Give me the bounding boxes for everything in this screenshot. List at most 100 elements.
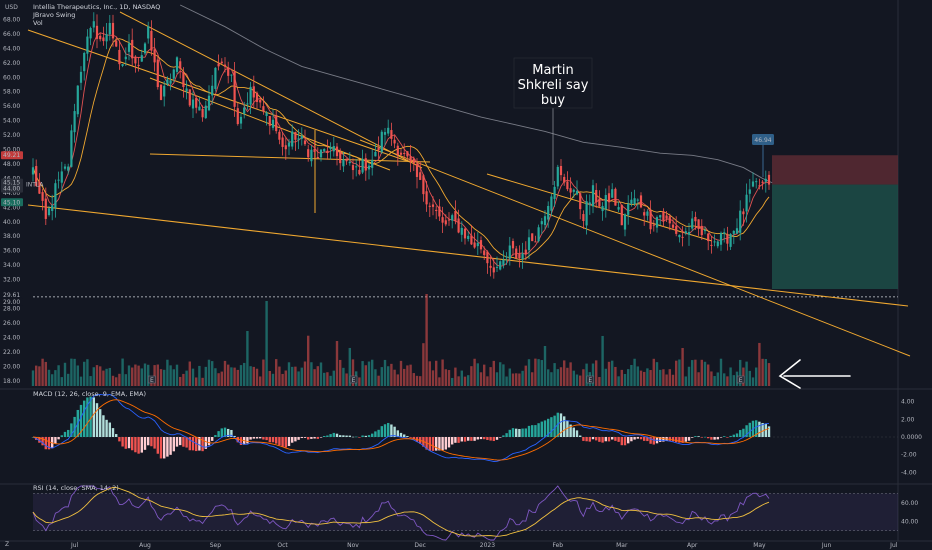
macd-histogram-bar [124,437,127,449]
event-marker [736,375,745,384]
tag-pos-top: 49.21 [3,152,20,159]
macd-histogram-bar [259,437,262,439]
macd-histogram-bar [371,433,374,437]
candle-body [713,241,716,243]
volume-bar [291,366,294,386]
candle-body [207,95,211,111]
macd-histogram-bar [502,435,505,437]
volume-bar [585,363,588,386]
candle-body [412,158,415,164]
candle-body [569,188,572,193]
macd-histogram-bar [390,424,393,437]
macd-histogram-bar [492,437,495,442]
volume-bar [444,369,447,386]
volume-bar [121,358,124,386]
vol-label: Vol [33,19,43,27]
candle-body [185,88,188,92]
volume-bar [115,377,118,386]
volume-bar [387,366,390,386]
macd-histogram-bar [601,437,604,443]
candle-body [111,22,115,39]
volume-bar [457,376,460,386]
macd-histogram-bar [726,437,729,438]
candle-body [239,116,243,124]
candle-body [639,195,643,208]
price-tick-label: 18.00 [3,378,20,385]
volume-bar [646,368,649,386]
candle-body [278,131,281,140]
macd-histogram-bar [134,437,137,453]
candle-body [668,216,671,224]
macd-histogram-bar [105,419,108,437]
macd-histogram-bar [57,437,60,440]
candle-body [31,167,35,175]
macd-histogram-bar [617,437,620,442]
candle-body [233,70,236,107]
volume-bar [230,367,233,386]
macd-histogram-bar [441,437,444,451]
candle-body [153,49,156,63]
candle-body [121,64,124,66]
candle-body [627,203,630,215]
time-tick-label: Oct [277,542,288,549]
time-tick-label: Dec [414,542,426,549]
macd-histogram-bar [339,435,342,437]
candle-body [179,61,182,69]
volume-bar [566,367,569,386]
price-tick-label: 36.00 [3,248,20,255]
macd-histogram-bar [140,437,143,453]
candle-body [156,59,159,88]
candle-body [652,224,655,226]
candle-body [563,176,566,183]
candle-body [710,244,713,246]
candle-body [575,190,579,195]
candle-body [662,211,665,221]
macd-tick-label: 0.0000 [901,434,922,441]
candle-body [399,152,403,155]
volume-bar [364,365,367,386]
volume-bar [249,366,252,386]
macd-histogram-bar [150,437,153,447]
volume-bar [316,366,319,386]
candle-body [86,36,89,54]
macd-histogram-bar [431,437,435,451]
volume-bar [342,367,345,386]
macd-histogram-bar [678,437,681,443]
macd-histogram-bar [275,437,278,444]
macd-histogram-bar [137,437,140,454]
candle-body [588,202,591,205]
position-zones[interactable] [33,155,898,298]
macd-histogram-bar [396,430,399,437]
corner-label[interactable]: Z [5,541,9,548]
macd-histogram-bar [403,434,406,437]
macd-histogram-bar [220,428,223,437]
volume-bar [47,369,51,386]
volume-bar [127,365,131,386]
volume-bar [659,369,662,386]
volume-bar [147,364,150,386]
volume-bar [367,361,371,386]
volume-bar [745,361,748,386]
macd-histogram-bar [239,437,243,445]
rsi-pane [32,485,898,541]
candle-body [716,241,719,247]
macd-histogram-bar [579,435,582,437]
macd-histogram-bar [662,437,665,442]
candle-body [265,112,268,116]
macd-histogram-bar [745,425,748,437]
candle-body [441,217,444,223]
macd-histogram-bar [281,437,284,447]
event-marker [349,375,358,384]
macd-tick-label: -2.00 [901,452,917,459]
macd-histogram-bar [185,437,188,448]
candle-body [665,215,668,219]
volume-bar [268,370,271,386]
macd-histogram-bar [79,404,83,437]
volume-bar [543,346,547,386]
candle-body [60,171,63,183]
candle-body [127,43,131,52]
macd-histogram-bar [553,415,556,437]
macd-histogram-bar [358,437,361,438]
macd-histogram-bar [556,412,559,437]
